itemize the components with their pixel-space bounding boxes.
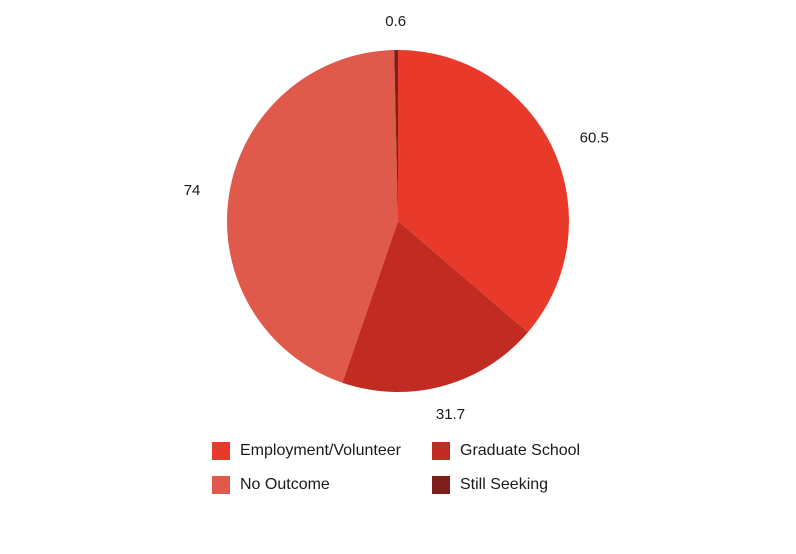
pie-slice-no-outcome[interactable] <box>226 50 398 383</box>
pie-slices <box>226 50 569 393</box>
legend-label: No Outcome <box>240 476 330 493</box>
legend-label: Still Seeking <box>460 476 549 493</box>
legend-item-no-outcome[interactable]: No Outcome <box>212 474 432 496</box>
pie-slice-employment-volunteer[interactable] <box>398 50 569 333</box>
legend-swatch <box>212 476 230 494</box>
legend-swatch <box>432 476 450 494</box>
pie-labels: 60.5 31.7 74 0.6 <box>184 13 609 423</box>
legend-label: Graduate School <box>460 442 581 459</box>
legend-swatch <box>212 442 230 460</box>
legend-swatch <box>432 442 450 460</box>
data-label-employment-volunteer: 60.5 <box>580 129 609 146</box>
pie-chart: 60.5 31.7 74 0.6 <box>184 13 609 423</box>
legend-item-graduate-school[interactable]: Graduate School <box>432 440 612 462</box>
legend-item-employment-volunteer[interactable]: Employment/Volunteer <box>212 440 432 462</box>
legend-item-still-seeking[interactable]: Still Seeking <box>432 474 612 496</box>
legend-label: Employment/Volunteer <box>240 442 401 459</box>
pie-slice-still-seeking[interactable] <box>394 50 398 221</box>
pie-slice-graduate-school[interactable] <box>342 221 528 393</box>
data-label-no-outcome: 74 <box>184 182 201 199</box>
data-label-graduate-school: 31.7 <box>436 406 465 423</box>
legend: Employment/Volunteer Graduate School No … <box>212 440 612 496</box>
data-label-still-seeking: 0.6 <box>385 13 406 30</box>
